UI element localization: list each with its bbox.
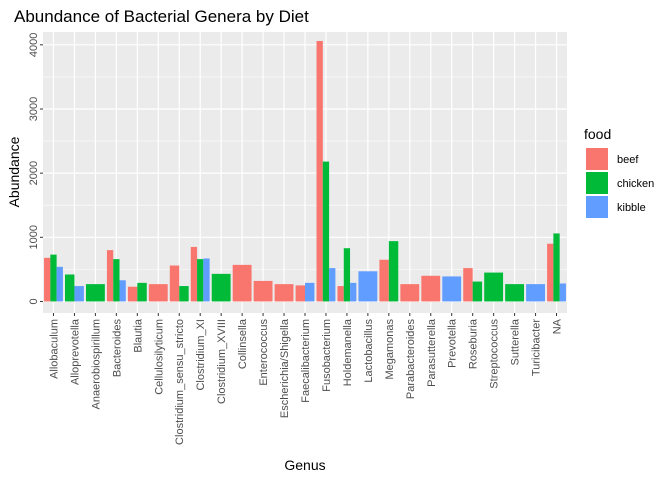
x-tick-label: Parasutterella [426,318,438,387]
bar-kibble [119,280,126,302]
bar-beef [379,259,389,302]
x-tick-label: Faecalibacterium [300,319,312,403]
bar-kibble [358,271,378,302]
legend-title: food [584,126,611,142]
bar-chicken [388,241,399,302]
y-axis: 0 1000 2000 3000 4000 [28,33,43,305]
bar-chicken [113,259,120,302]
legend-label-beef: beef [617,154,639,166]
bar-beef [127,286,138,302]
x-tick-label: Clostridium_XVIII [216,319,228,404]
bar-kibble [442,276,462,302]
x-tick-label: Anaerobiospirillum [90,319,102,410]
bar-chicken [179,286,189,302]
bar-kibble [305,282,315,302]
x-tick-label: Clostridium_XI [195,319,207,391]
x-tick-label: NA [552,318,564,334]
legend: food beef chicken kibble [584,126,654,218]
bar-beef [463,268,473,302]
bars [44,40,566,302]
x-tick-label: Cellulosilyticum [153,319,165,395]
bar-kibble [526,284,545,302]
bar-chicken [484,272,504,302]
bar-beef [169,265,180,302]
bar-chicken [197,259,204,302]
bar-kibble [350,282,357,302]
x-tick-label: Holdemanella [342,318,354,386]
x-tick-label: Collinsella [237,318,249,369]
x-tick-label: Clostridium_sensu_stricto [174,319,186,445]
bar-kibble [74,286,84,302]
bar-kibble [56,266,63,302]
x-tick-label: Sutterella [510,318,522,365]
x-tick-label: Allobaculum [48,319,60,379]
bar-kibble [203,258,210,302]
y-tick-label: 2000 [28,161,40,185]
bar-kibble [559,283,566,302]
bar-beef [547,243,554,302]
bar-beef [274,284,294,302]
x-tick-label: Lactobacillus [363,319,375,383]
y-axis-title: Abundance [6,136,22,207]
bar-chicken [50,254,57,302]
x-tick-label: Enterococcus [258,319,270,386]
x-axis-title: Genus [284,457,325,473]
x-tick-label: Prevotella [447,318,459,368]
x-tick-label: Blautia [132,318,144,353]
bar-chicken [211,273,231,302]
bar-beef [253,280,273,302]
y-tick-label: 1000 [28,225,40,249]
bar-beef [106,250,114,302]
legend-label-kibble: kibble [617,202,646,214]
y-tick-label: 0 [28,298,40,304]
x-tick-label: Megamonas [384,319,396,380]
legend-swatch-beef [586,148,608,170]
bar-beef [44,257,51,302]
x-tick-label: Fusobacterium [321,319,333,392]
chart-title: Abundance of Bacterial Genera by Diet [14,7,309,26]
legend-swatch-chicken [586,172,608,194]
bar-chicken [85,284,105,302]
bar-beef [337,286,344,302]
x-tick-label: Bacteroides [111,319,123,378]
bar-chicken [65,274,75,302]
x-tick-label: Turicibacter [531,319,543,376]
bar-beef [400,284,420,302]
y-tick-label: 4000 [28,33,40,57]
bar-beef [421,275,441,302]
x-tick-label: Escherichia/Shigella [279,318,291,418]
x-tick-label: Alloprevotella [69,318,81,385]
x-tick-label: Streptococcus [489,319,501,389]
legend-label-chicken: chicken [617,178,654,190]
x-axis: Allobaculum Alloprevotella Anaerobiospiril… [48,313,564,445]
legend-swatch-kibble [586,196,608,218]
bar-chicken [553,233,560,302]
x-tick-label: Roseburia [468,318,480,369]
bar-kibble [329,268,336,302]
bar-chicken [472,281,483,302]
bar-chicken [137,282,147,302]
bar-chicken [505,284,525,302]
x-tick-label: Parabacteroides [405,319,417,400]
bar-chicken [343,248,351,302]
gridlines [43,32,567,313]
bar-chicken [322,161,330,302]
bar-beef [190,246,198,302]
bar-beef [148,284,168,302]
y-tick-label: 3000 [28,97,40,121]
bar-beef [316,40,323,302]
bar-beef [232,264,252,302]
bar-beef [295,285,305,302]
